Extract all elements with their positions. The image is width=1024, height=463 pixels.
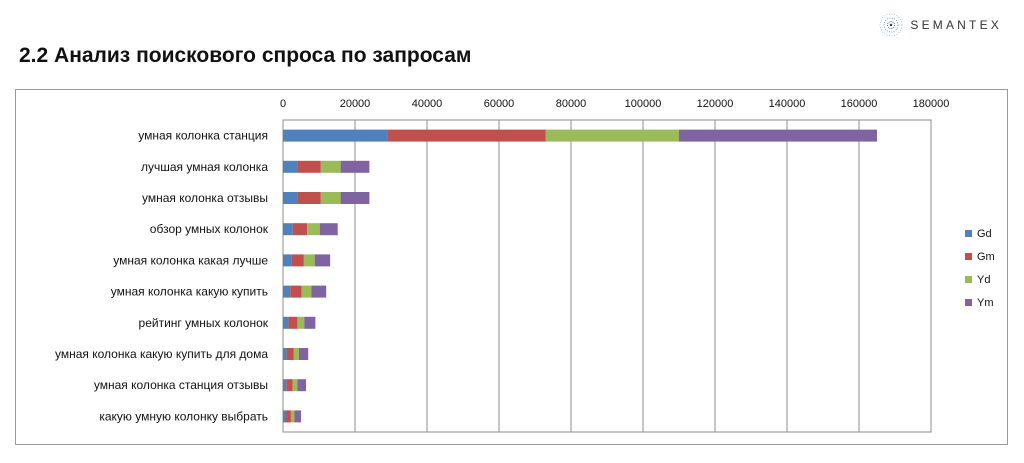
x-tick-label: 100000: [625, 98, 662, 110]
category-label: рейтинг умных колонок: [139, 316, 269, 330]
bar-segment-gm: [286, 379, 293, 392]
bar-segment-ym: [314, 254, 331, 267]
bar-segment-ym: [340, 192, 370, 204]
bar-segment-yd: [303, 254, 315, 267]
bar-segment-yd: [301, 285, 312, 298]
x-tick-label: 140000: [769, 98, 806, 110]
x-tick-label: 180000: [913, 98, 950, 110]
category-label: умная колонка станция: [138, 129, 268, 143]
bar-segment-yd: [320, 192, 341, 204]
bar-segment-gd: [283, 192, 298, 204]
category-label: какую умную колонку выбрать: [99, 409, 268, 423]
bar-segment-gd: [283, 254, 292, 267]
brand-logo: SEMANTEX: [878, 12, 1002, 38]
category-label: умная колонка какая лучше: [113, 253, 268, 267]
category-label: умная колонка какую купить для дома: [55, 347, 268, 361]
legend-label: Gm: [977, 251, 995, 263]
bar-segment-gm: [297, 192, 321, 204]
bar-segment-gd: [283, 285, 291, 298]
bar-segment-ym: [298, 348, 309, 360]
bar-segment-gm: [297, 160, 321, 173]
x-tick-label: 0: [280, 98, 286, 110]
bar-segment-gd: [283, 160, 298, 173]
bar-segment-yd: [320, 160, 341, 173]
bar-segment-ym: [311, 285, 327, 298]
bar-segment-gm: [286, 348, 294, 360]
x-tick-label: 40000: [412, 98, 443, 110]
legend-label: Gd: [977, 228, 992, 240]
legend-swatch: [965, 230, 972, 237]
bar-segment-gm: [292, 223, 308, 236]
x-tick-label: 20000: [340, 98, 371, 110]
bar-segment-gd: [283, 379, 287, 392]
bar-segment-gm: [290, 285, 302, 298]
bar-segment-ym: [319, 223, 338, 236]
bar-segment-ym: [297, 379, 307, 392]
bar-segment-yd: [307, 223, 320, 236]
category-label: умная колонка отзывы: [142, 191, 268, 205]
bar-segment-yd: [290, 410, 295, 423]
bar-segment-yd: [297, 316, 305, 329]
bar-segment-ym: [304, 316, 316, 329]
bar-segment-gd: [283, 223, 293, 236]
bar-segment-gm: [291, 254, 304, 267]
bar-segment-ym: [340, 160, 370, 173]
legend-swatch: [965, 299, 972, 306]
x-tick-label: 120000: [697, 98, 734, 110]
plot-area: [282, 119, 932, 433]
page-title: 2.2 Анализ поискового спроса по запросам: [19, 44, 472, 67]
bar-segment-gd: [283, 316, 289, 329]
category-label: умная колонка станция отзывы: [94, 378, 268, 392]
bar-segment-gm: [387, 129, 546, 142]
brand-name: SEMANTEX: [910, 18, 1002, 32]
chart-frame: [15, 89, 1008, 445]
legend-label: Ym: [977, 297, 994, 309]
semantex-logo-icon: [880, 13, 903, 37]
legend-label: Yd: [977, 274, 990, 286]
category-label: лучшая умная колонка: [141, 160, 268, 174]
bar-segment-gm: [288, 316, 298, 329]
bar-segment-yd: [292, 379, 298, 392]
x-tick-label: 80000: [556, 98, 587, 110]
bar-segment-yd: [545, 129, 679, 142]
bar-segment-ym: [294, 410, 301, 423]
x-tick-label: 60000: [484, 98, 515, 110]
category-label: умная колонка какую купить: [111, 285, 268, 299]
bar-segment-gd: [283, 129, 388, 142]
legend-swatch: [965, 276, 972, 283]
category-label: обзор умных колонок: [150, 222, 269, 236]
bar-segment-yd: [293, 348, 299, 360]
bar-segment-ym: [679, 129, 877, 142]
legend-swatch: [965, 253, 972, 260]
bar-segment-gd: [283, 348, 287, 360]
bar-segment-gm: [285, 410, 291, 423]
x-tick-label: 160000: [841, 98, 878, 110]
bar-segment-gd: [283, 410, 286, 423]
